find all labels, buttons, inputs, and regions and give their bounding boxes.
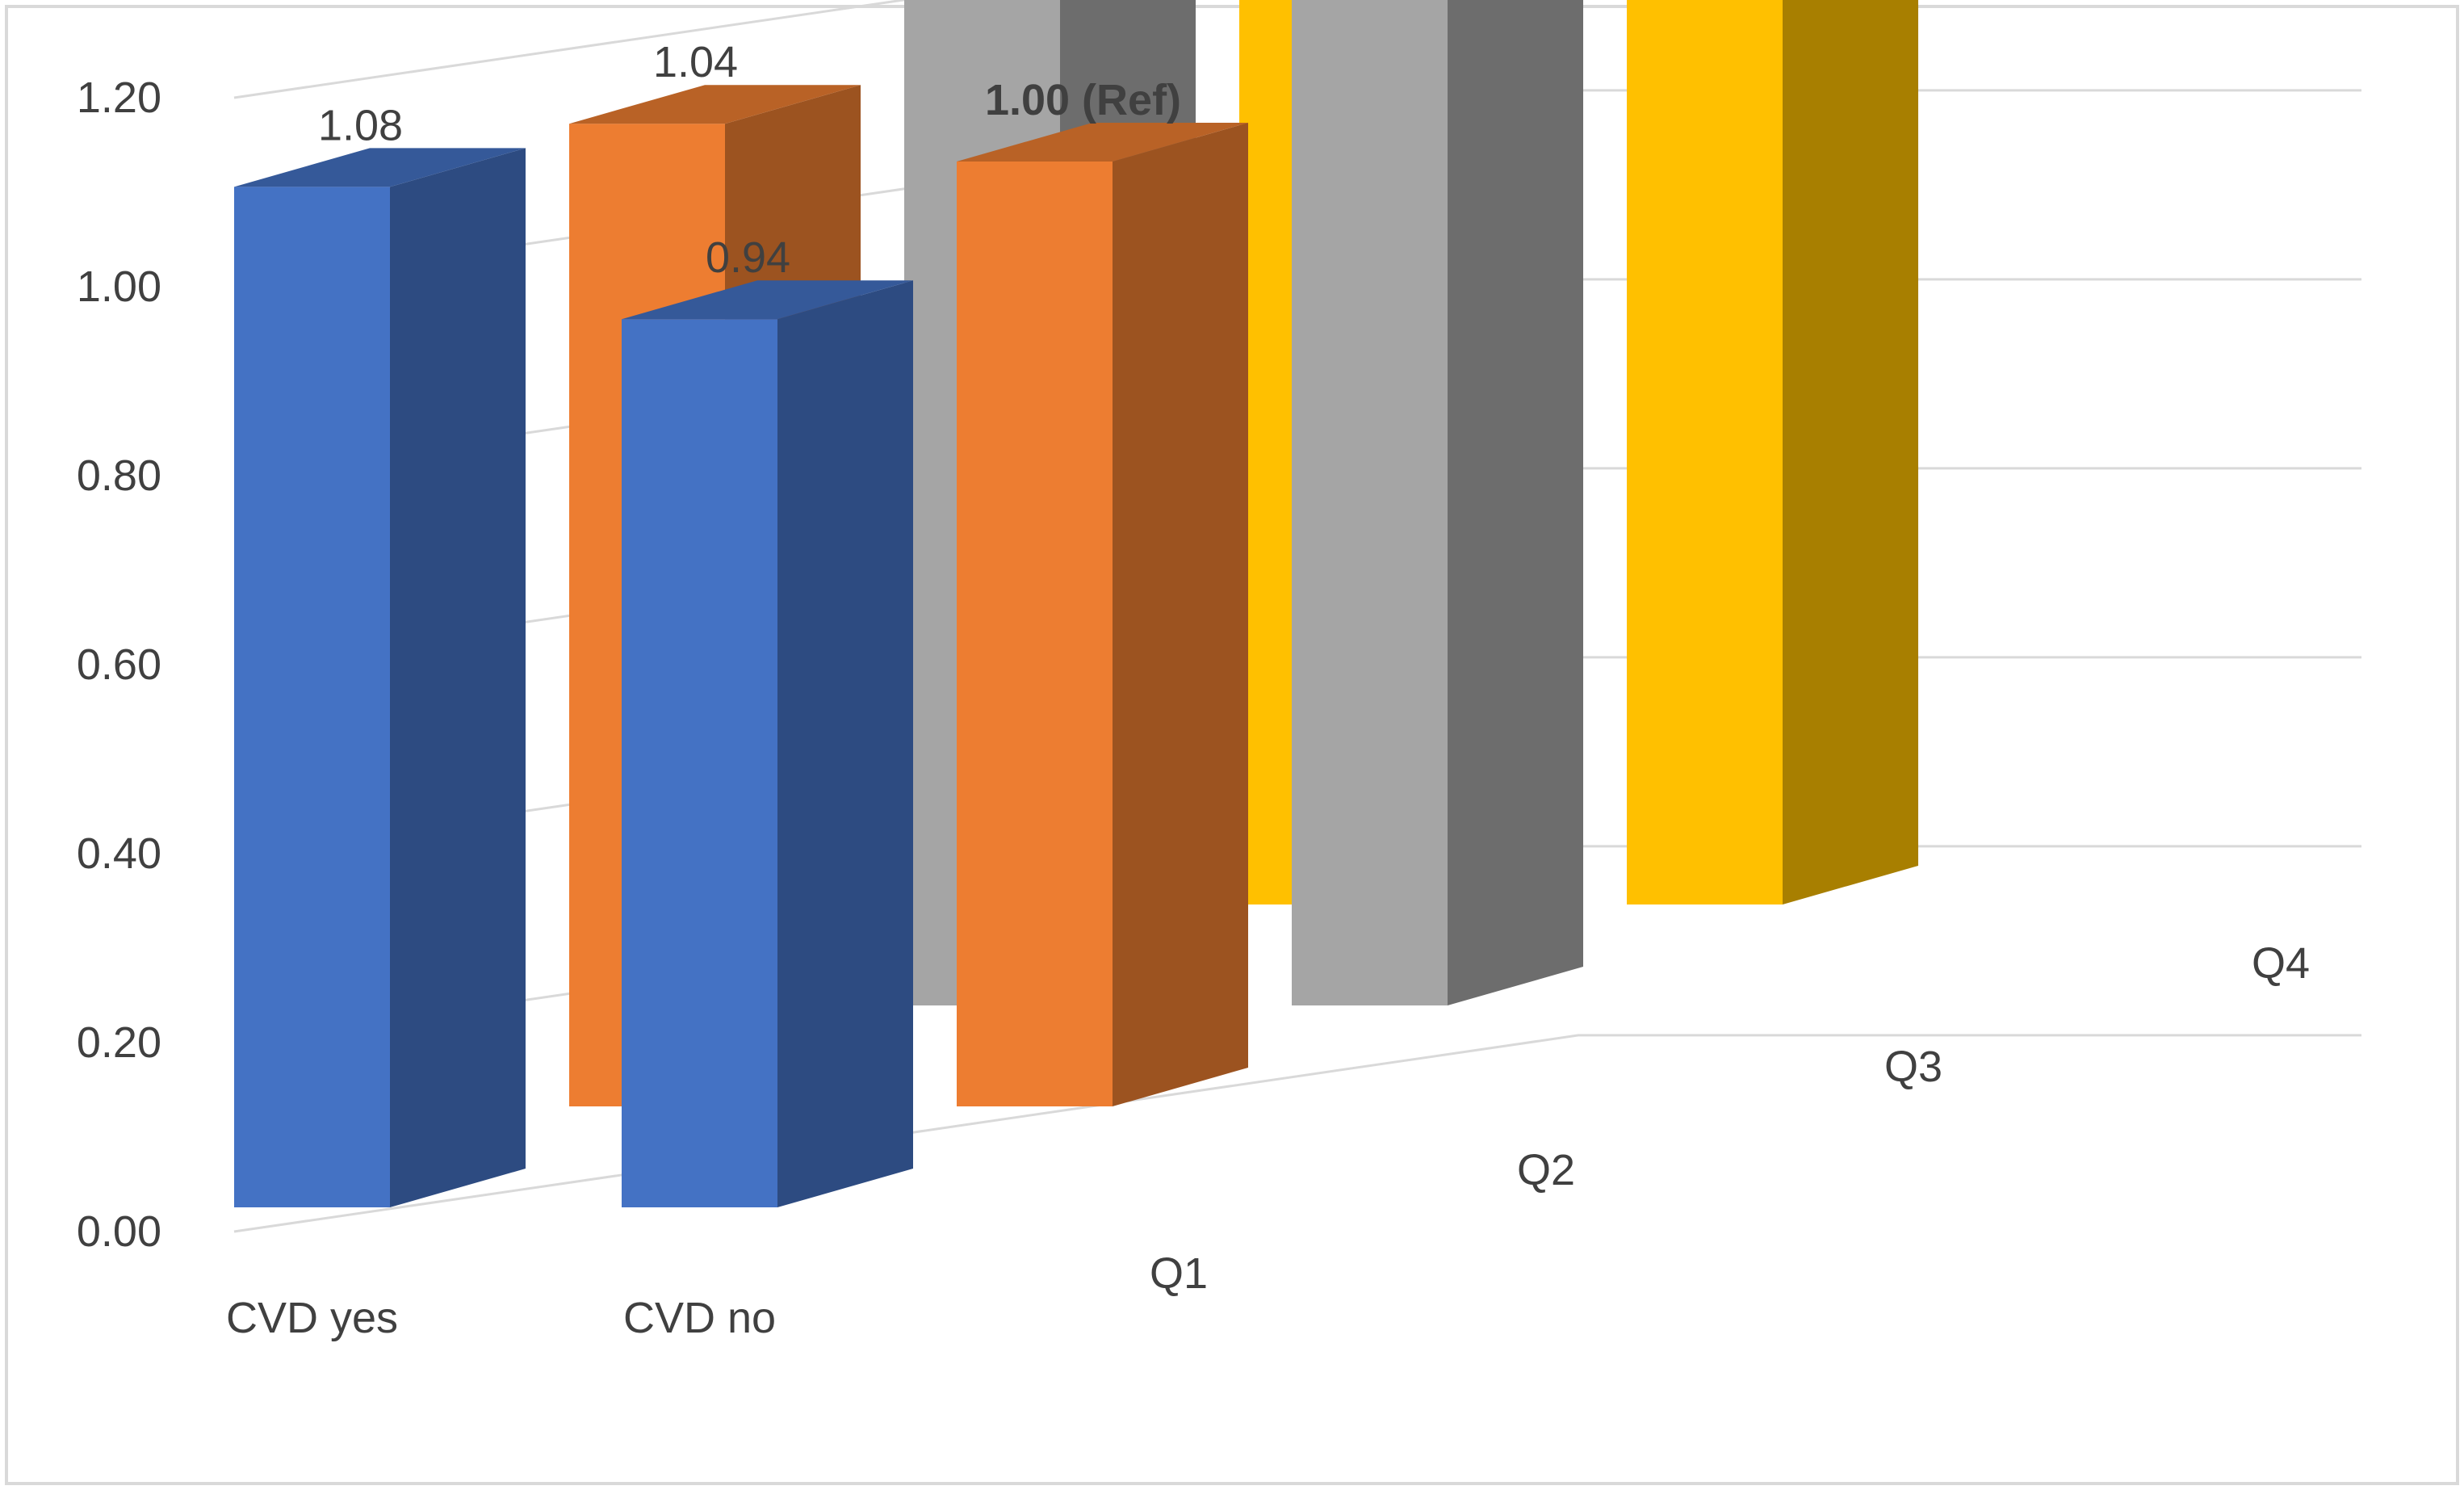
y-tick-label: 0.80	[77, 451, 161, 500]
bar-top	[622, 280, 913, 320]
y-tick-label: 0.40	[77, 829, 161, 878]
bar-front	[957, 162, 1113, 1106]
bar-layer	[234, 0, 1918, 1208]
data-label: 1.00 (Ref)	[985, 76, 1181, 124]
bar-side	[1448, 0, 1583, 1005]
category-label: CVD no	[623, 1294, 776, 1342]
series-label: Q1	[1150, 1249, 1208, 1298]
bar-top	[234, 148, 526, 187]
bar-side	[777, 280, 913, 1208]
series-label: Q4	[2252, 939, 2310, 988]
data-label: 0.94	[706, 233, 790, 282]
y-axis-ticks: 0.000.200.400.600.801.001.201.40	[77, 73, 161, 1256]
bar-front	[622, 319, 777, 1208]
bar-top	[569, 85, 861, 124]
bar-q2-1	[957, 123, 1248, 1106]
bar-q4-1	[1627, 0, 1918, 904]
bar-front	[1627, 0, 1783, 904]
bar-q1-1	[622, 280, 913, 1208]
data-labels: 1.32**1.23^1.32**1.121.041.00 (Ref)1.080…	[318, 38, 1181, 282]
y-tick-label: 0.60	[77, 640, 161, 689]
series-label: Q2	[1517, 1146, 1575, 1194]
bar-front	[234, 187, 390, 1207]
y-tick-label: 1.00	[77, 262, 161, 311]
y-tick-label: 1.20	[77, 73, 161, 122]
data-label: 1.04	[653, 38, 738, 86]
bar-q3-1	[1292, 0, 1583, 1006]
data-label: 1.08	[318, 101, 403, 149]
bar-side	[1783, 0, 1918, 904]
bar-side	[390, 148, 526, 1207]
series-label: Q3	[1884, 1043, 1942, 1091]
category-label: CVD yes	[226, 1294, 398, 1342]
bar-q1-0	[234, 148, 526, 1207]
bar-top	[957, 123, 1248, 162]
y-tick-label: 0.00	[77, 1207, 161, 1256]
y-tick-label: 0.20	[77, 1018, 161, 1067]
gridline	[233, 0, 912, 99]
bar-front	[1292, 0, 1448, 1006]
category-axis: CVD yes CVD no Q1 Q2 Q3 Q4	[226, 939, 2310, 1342]
bar-side	[1113, 123, 1248, 1106]
